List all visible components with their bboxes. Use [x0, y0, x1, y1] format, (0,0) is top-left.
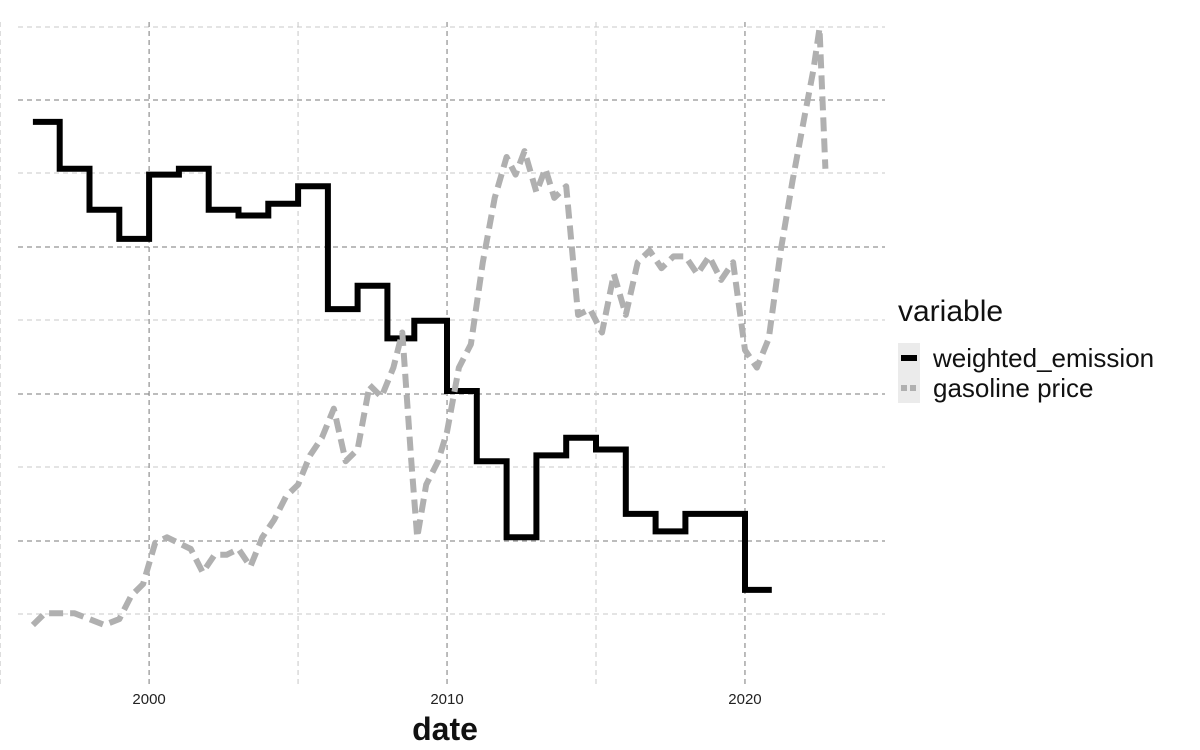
x-axis-ticks: 2000 2010 2020	[132, 691, 761, 708]
x-tick-label: 2020	[728, 691, 761, 708]
legend-title: variable	[898, 295, 1003, 328]
legend-label-weighted-emission: weighted_emission	[932, 343, 1154, 373]
x-tick-label: 2010	[430, 691, 463, 708]
legend-key-bg-gasoline-price	[898, 373, 920, 403]
legend-label-gasoline-price: gasoline price	[933, 373, 1093, 403]
x-axis-title: date	[412, 711, 478, 747]
x-tick-label: 2000	[132, 691, 165, 708]
legend: variable weighted_emission gasoline pric…	[898, 295, 1154, 403]
grid	[0, 22, 885, 685]
series-line-weighted-emission	[32, 118, 772, 593]
series-lines	[30, 25, 829, 628]
series-line-gasoline-price	[30, 25, 829, 628]
